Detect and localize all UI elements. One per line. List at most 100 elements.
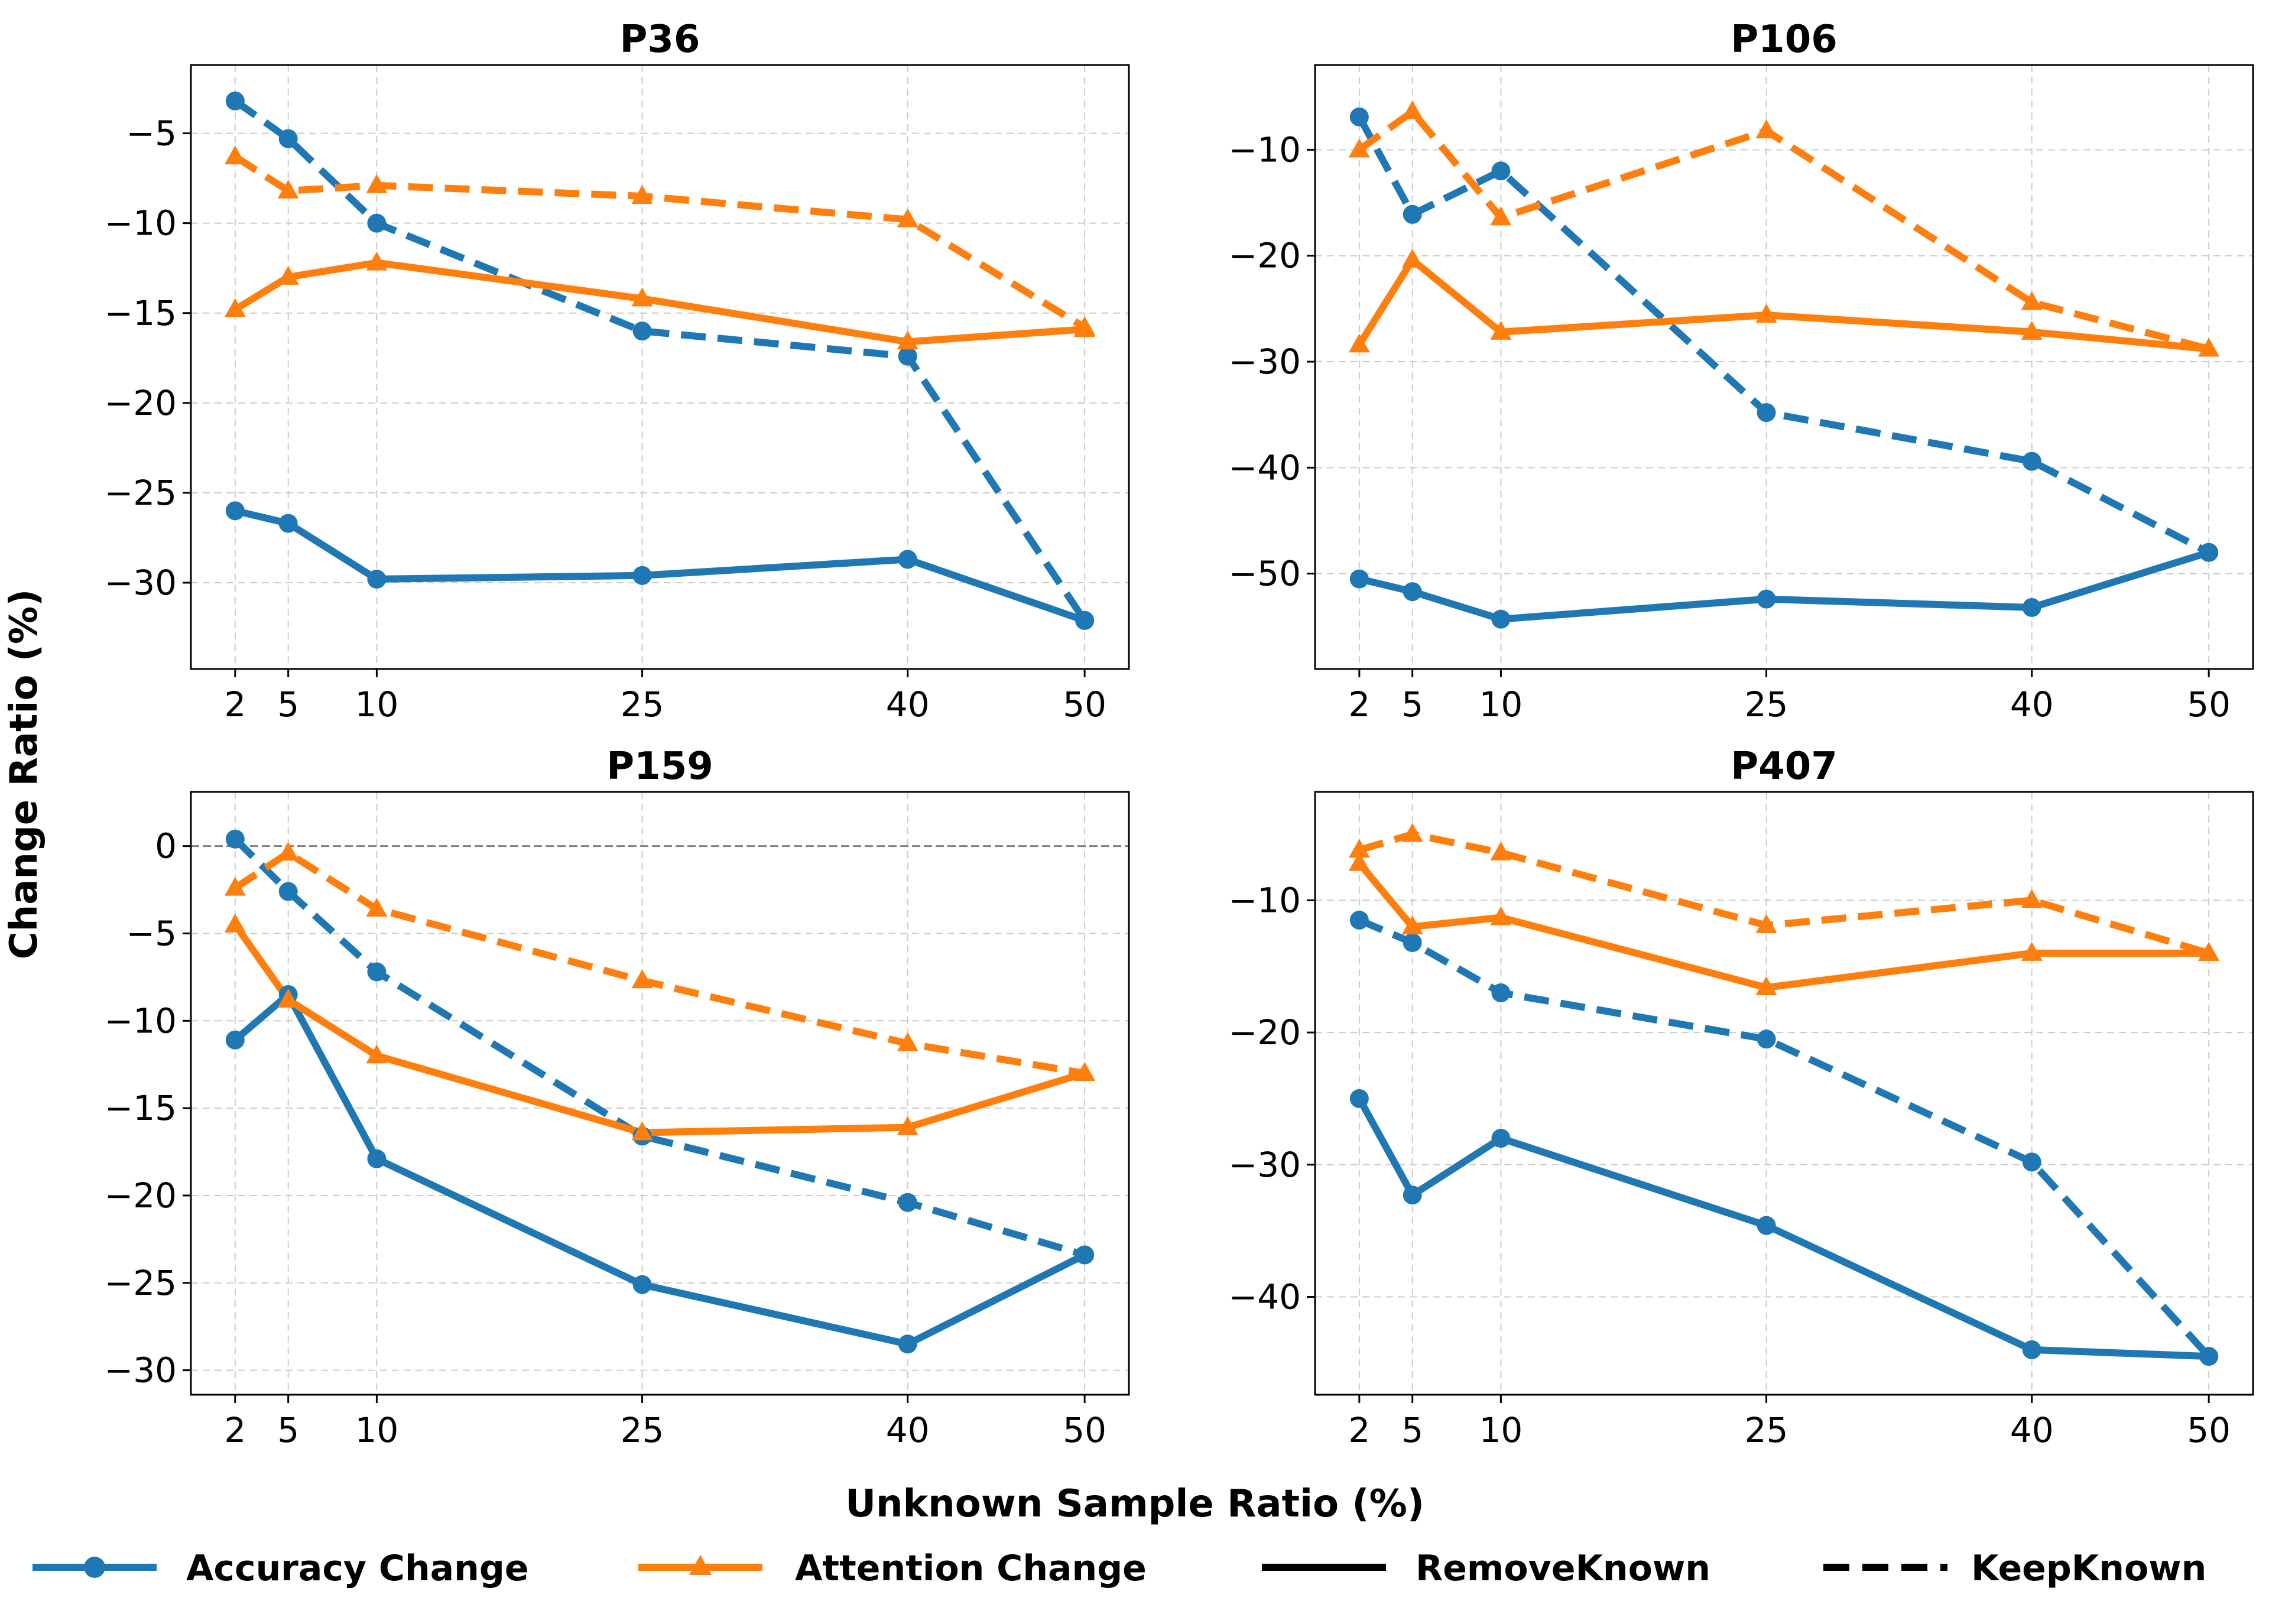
legend-marker-triangle — [689, 1555, 712, 1575]
data-point-attention — [2198, 941, 2220, 961]
data-point-attention — [1401, 823, 1423, 842]
data-point-accuracy — [1491, 1129, 1511, 1148]
x-tick-label: 10 — [355, 1410, 398, 1450]
data-point-accuracy — [1349, 569, 1369, 589]
data-point-accuracy — [898, 1334, 917, 1354]
x-tick-label: 25 — [621, 684, 664, 725]
series-line-accuracy-change-keepknown — [232, 836, 1086, 1259]
data-point-attention — [1348, 138, 1370, 158]
legend-item-attention-change: Attention Change — [638, 1548, 1147, 1589]
data-point-attention — [631, 287, 653, 307]
data-point-attention — [366, 1044, 388, 1064]
y-tick-label: −5 — [126, 113, 177, 154]
data-point-accuracy — [1757, 1029, 1776, 1049]
x-tick-label: 50 — [2187, 1410, 2231, 1450]
data-point-accuracy — [2199, 543, 2219, 562]
y-tick-label: −30 — [105, 563, 177, 603]
data-point-accuracy — [1491, 161, 1511, 181]
y-axis-label: Change Ratio (%) — [2, 589, 46, 960]
x-tick-label: 40 — [886, 1410, 930, 1450]
data-point-accuracy — [367, 569, 387, 589]
legend-item-accuracy-change: Accuracy Change — [33, 1548, 529, 1589]
legend-label-keepknown: KeepKnown — [1971, 1548, 2206, 1589]
x-tick-label: 50 — [1063, 1410, 1106, 1450]
data-point-attention — [277, 265, 299, 285]
legend: Accuracy Change Attention Change RemoveK… — [33, 1548, 2206, 1589]
chart-title: P106 — [1731, 18, 1838, 61]
data-point-attention — [1490, 320, 1512, 340]
x-tick-label: 40 — [886, 684, 930, 725]
data-point-attention — [1490, 206, 1512, 226]
data-point-accuracy — [1757, 1216, 1776, 1235]
data-point-accuracy — [2199, 1347, 2219, 1366]
x-tick-label: 2 — [1348, 684, 1370, 725]
x-tick-label: 5 — [1401, 1410, 1423, 1450]
x-axis-label: Unknown Sample Ratio (%) — [845, 1482, 1424, 1526]
data-point-attention — [224, 876, 246, 896]
data-point-accuracy — [898, 346, 917, 366]
series-line-attention-change-removeknown — [1356, 860, 2209, 992]
plot-frame — [1314, 64, 2254, 670]
data-point-attention — [366, 174, 388, 193]
data-point-attention — [1755, 976, 1777, 996]
legend-item-keepknown: KeepKnown — [1823, 1548, 2206, 1589]
data-point-accuracy — [1491, 983, 1511, 1002]
chart-title: P36 — [620, 18, 700, 61]
chart-title: P159 — [606, 745, 713, 788]
y-tick-label: −15 — [105, 293, 177, 333]
data-point-accuracy — [2022, 1340, 2041, 1359]
data-point-accuracy — [2022, 1152, 2041, 1172]
x-tick-label: 25 — [1745, 684, 1788, 725]
x-tick-label: 25 — [621, 1410, 664, 1450]
data-point-accuracy — [1757, 589, 1776, 609]
data-point-attention — [1348, 839, 1370, 858]
data-point-attention — [1074, 1062, 1096, 1081]
data-point-attention — [897, 208, 918, 228]
x-tick-label: 5 — [277, 684, 299, 725]
chart-panel-p36: 2 5 10 25 40 50 −30 −25 −20 −15 −10 −5 P36 — [105, 18, 1130, 725]
data-point-attention — [1401, 100, 1423, 119]
data-point-attention — [2021, 889, 2043, 908]
y-tick-label: −20 — [1229, 236, 1301, 276]
data-point-accuracy — [898, 1193, 917, 1212]
legend-label-removeknown: RemoveKnown — [1416, 1548, 1710, 1589]
series-line-attention-change-removeknown — [1356, 256, 2209, 353]
data-point-attention — [366, 898, 388, 917]
y-tick-label: −30 — [1229, 1145, 1301, 1185]
data-point-accuracy — [1403, 204, 1422, 224]
data-point-attention — [1755, 304, 1777, 323]
data-point-attention — [1490, 841, 1512, 860]
y-tick-label: −50 — [1229, 554, 1301, 594]
series-line-accuracy-change-removeknown — [1356, 1097, 2209, 1360]
data-point-attention — [897, 1032, 918, 1051]
x-tick-label: 5 — [277, 1410, 299, 1450]
data-point-accuracy — [1075, 610, 1095, 630]
data-point-attention — [1074, 316, 1096, 336]
series-line-attention-change-keepknown — [1358, 830, 2210, 957]
y-tick-label: 0 — [155, 826, 177, 866]
data-point-accuracy — [225, 829, 245, 849]
data-point-attention — [224, 298, 246, 317]
data-point-attention — [277, 842, 299, 861]
legend-label-attention-change: Attention Change — [795, 1548, 1147, 1589]
chart-panel-p407: 2 5 10 25 40 50 −40 −30 −20 −10 P407 — [1229, 745, 2254, 1450]
data-point-attention — [224, 145, 246, 165]
plot-frame — [190, 64, 1130, 670]
legend-item-removeknown: RemoveKnown — [1262, 1548, 1710, 1589]
data-point-attention — [2198, 337, 2220, 357]
series-line-attention-change-keepknown — [233, 154, 1087, 331]
data-point-attention — [1401, 915, 1423, 935]
y-tick-label: −40 — [1229, 1277, 1301, 1317]
data-point-accuracy — [1757, 403, 1776, 423]
data-point-accuracy — [2022, 452, 2041, 471]
data-point-attention — [631, 1121, 653, 1141]
data-point-accuracy — [1349, 910, 1369, 930]
y-tick-label: −20 — [105, 383, 177, 423]
data-point-accuracy — [367, 962, 387, 982]
y-tick-label: −20 — [105, 1175, 177, 1216]
data-point-attention — [224, 913, 246, 933]
data-point-attention — [897, 1116, 918, 1135]
x-tick-label: 50 — [1063, 684, 1106, 725]
data-point-accuracy — [632, 321, 652, 341]
